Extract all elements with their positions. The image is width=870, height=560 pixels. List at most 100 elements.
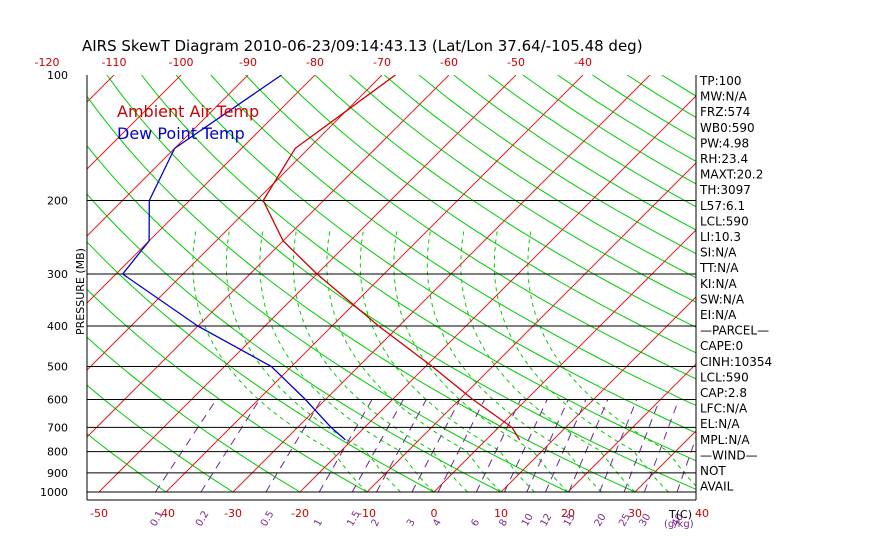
pressure-tick-label: 600	[47, 393, 68, 406]
dry-adiabat-line	[557, 75, 696, 162]
index-item: LFC:N/A	[700, 402, 748, 416]
isotherm-line	[87, 75, 316, 304]
mixing-ratio-line	[475, 399, 522, 493]
index-item: KI:N/A	[700, 277, 737, 291]
moist-adiabat-line	[393, 231, 569, 493]
index-item: LI:10.3	[700, 230, 741, 244]
isotherm-line	[165, 75, 584, 493]
dry-adiabat-line	[279, 75, 696, 354]
mixing-ratio-tick-label: 4	[431, 517, 444, 528]
mixing-ratio-tick-label: 6	[469, 517, 482, 528]
bottom-temp-tick-label: -30	[224, 507, 242, 520]
index-item: LCL:590	[700, 370, 749, 384]
mixing-ratio-line	[155, 399, 217, 493]
x-axis-label: T(C)	[668, 508, 692, 521]
mixing-ratio-line	[411, 399, 461, 493]
bottom-temp-tick-label: -50	[90, 507, 108, 520]
index-item: SW:N/A	[700, 292, 745, 306]
mixing-ratio-tick-label: 10	[520, 512, 536, 529]
isotherm-line	[366, 162, 696, 493]
index-item: L57:6.1	[700, 199, 745, 213]
pressure-tick-label: 400	[47, 320, 68, 333]
index-item: CAPE:0	[700, 339, 743, 353]
moist-adiabat-line	[225, 231, 401, 493]
isobar-lines	[86, 75, 697, 501]
pressure-tick-label: 900	[47, 467, 68, 480]
isotherm-line	[769, 75, 870, 492]
index-item: NOT	[700, 464, 726, 478]
top-temp-tick-label: -120	[35, 56, 60, 69]
isotherm-line	[500, 296, 696, 493]
dry-adiabat-line	[349, 75, 696, 303]
mixing-ratio-line	[200, 399, 261, 493]
mixing-ratio-line	[437, 399, 486, 493]
mixing-ratio-line	[599, 399, 638, 493]
mixing-ratio-tick-label: 2	[370, 517, 383, 528]
pressure-tick-label: 1000	[40, 486, 68, 499]
index-item: MW:N/A	[700, 90, 748, 104]
legend-dewpoint: Dew Point Temp	[117, 124, 245, 143]
isotherm-line	[433, 229, 696, 493]
dry-adiabat-line	[314, 75, 696, 328]
top-temp-tick-label: -50	[507, 56, 525, 69]
mixing-ratio-line	[623, 399, 661, 493]
top-temp-tick-label: -60	[440, 56, 458, 69]
bottom-temp-axis: -50 -40 -30 -20 -10 0 10 20 30 40	[90, 507, 709, 520]
pressure-tick-label: 500	[47, 360, 68, 373]
index-item: TH:3097	[699, 183, 751, 197]
dry-adiabat-line	[87, 145, 569, 493]
index-item: SI:N/A	[700, 246, 737, 260]
isotherm-line	[567, 363, 696, 493]
dry-adiabat-line	[106, 75, 696, 490]
bottom-temp-tick-label: -40	[157, 507, 175, 520]
top-temp-tick-label: -80	[306, 56, 324, 69]
index-item: LCL:590	[700, 214, 749, 228]
bottom-temp-tick-label: 40	[695, 507, 709, 520]
top-temp-tick-label: -70	[373, 56, 391, 69]
isotherm-line	[232, 75, 651, 493]
dry-adiabat-lines	[87, 75, 696, 493]
index-item: TP:100	[699, 74, 742, 88]
mixing-ratio-tick-label: 0.2	[194, 509, 211, 528]
index-item: PW:4.98	[700, 136, 749, 150]
dry-adiabat-line	[245, 75, 696, 380]
index-item: TT:N/A	[699, 261, 739, 275]
dry-adiabat-line	[488, 75, 696, 208]
index-item: MPL:N/A	[700, 433, 750, 447]
bottom-temp-tick-label: 30	[628, 507, 642, 520]
isotherm-line	[87, 75, 182, 170]
pressure-tick-label: 200	[47, 195, 68, 208]
top-temp-axis: -120 -110 -100 -90 -80 -70 -60 -50 -40	[35, 56, 592, 69]
mixing-ratio-tick-label: 3	[405, 517, 418, 528]
top-temp-tick-label: -90	[239, 56, 257, 69]
dry-adiabat-line	[383, 75, 696, 279]
dew-point-line	[121, 75, 346, 441]
moist-adiabat-line	[527, 231, 696, 487]
index-item: EI:N/A	[700, 308, 737, 322]
bottom-temp-tick-label: -20	[291, 507, 309, 520]
y-axis-label: PRESSURE (MB)	[74, 248, 87, 335]
dry-adiabat-line	[87, 384, 234, 493]
index-item: RH:23.4	[700, 152, 748, 166]
isotherm-line	[87, 75, 249, 237]
pressure-tick-label: 300	[47, 268, 68, 281]
bottom-temp-tick-label: 20	[561, 507, 575, 520]
index-item: FRZ:574	[700, 105, 750, 119]
mixing-ratio-line	[265, 399, 322, 493]
mixing-ratio-unit: (g/kg)	[664, 519, 694, 530]
dry-adiabat-line	[453, 75, 696, 231]
pressure-tick-label: 100	[47, 69, 68, 82]
mixing-ratio-line	[376, 399, 427, 493]
mixing-ratio-tick-label: 0.5	[259, 509, 276, 528]
mixing-ratio-tick-label: 8	[497, 517, 510, 528]
bottom-temp-tick-label: -10	[358, 507, 376, 520]
index-item: —PARCEL—	[700, 324, 769, 338]
moist-adiabat-line	[493, 231, 669, 493]
isotherm-line	[0, 75, 47, 492]
isotherm-line	[87, 75, 450, 438]
top-temp-tick-label: -100	[169, 56, 194, 69]
moist-adiabat-line	[426, 231, 602, 493]
pressure-tick-label: 700	[47, 421, 68, 434]
sounding-profiles	[121, 75, 521, 441]
